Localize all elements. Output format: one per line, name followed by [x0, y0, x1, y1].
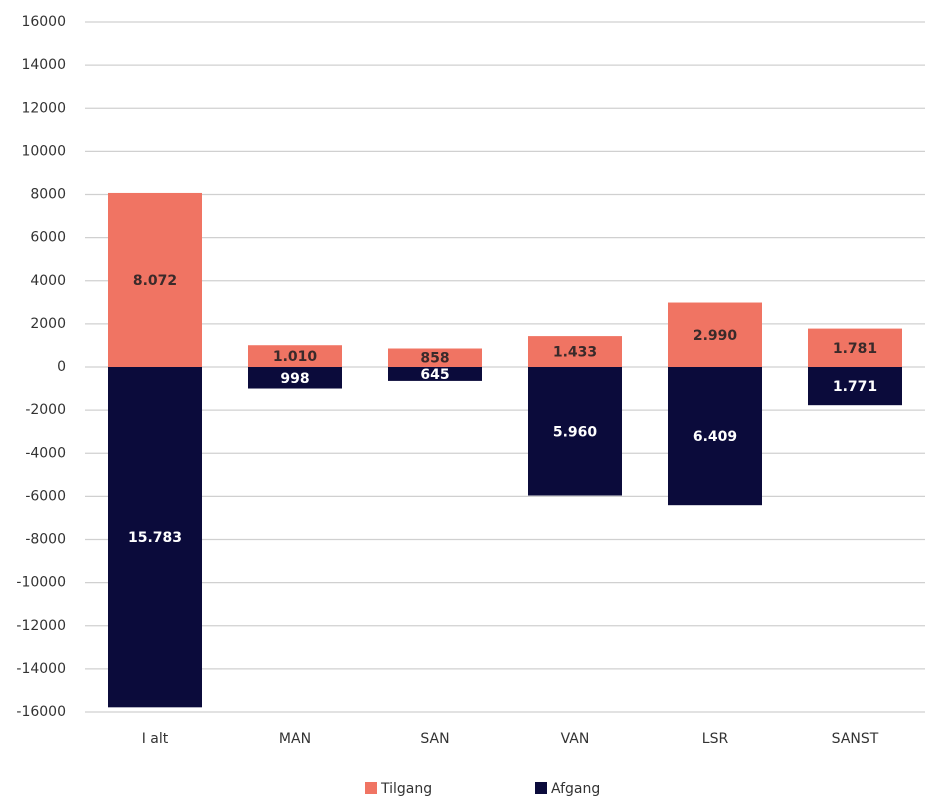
y-tick-label: 14000: [21, 57, 66, 73]
y-tick-label: 0: [57, 359, 66, 375]
data-label: 1.781: [833, 341, 877, 357]
data-label: 1.771: [833, 379, 877, 395]
y-tick-label: 8000: [30, 187, 66, 203]
y-tick-label: -14000: [16, 661, 66, 677]
y-tick-label: -6000: [25, 488, 66, 504]
y-tick-label: -16000: [16, 704, 66, 720]
y-tick-label: 6000: [30, 230, 66, 246]
y-tick-label: -4000: [25, 445, 66, 461]
data-label: 998: [280, 371, 309, 387]
x-tick-label: MAN: [279, 731, 311, 747]
bar: [668, 302, 762, 367]
bar: [808, 328, 902, 367]
y-tick-label: -10000: [16, 575, 66, 591]
y-tick-label: -2000: [25, 402, 66, 418]
bar: [388, 348, 482, 367]
bar: [108, 192, 202, 367]
y-tick-label: 10000: [21, 143, 66, 159]
x-tick-label: SANST: [832, 731, 879, 747]
y-tick-label: -8000: [25, 532, 66, 548]
x-tick-label: I alt: [142, 731, 169, 747]
bar: [248, 345, 342, 367]
legend-label: Tilgang: [380, 781, 432, 797]
bar: [388, 367, 482, 381]
data-label: 858: [420, 351, 449, 367]
bar: [668, 367, 762, 506]
x-tick-label: VAN: [561, 731, 590, 747]
y-tick-label: 2000: [30, 316, 66, 332]
data-label: 1.433: [553, 345, 597, 361]
data-label: 1.010: [273, 349, 318, 365]
legend-swatch: [365, 782, 377, 794]
data-label: 8.072: [133, 273, 177, 289]
y-tick-label: 4000: [30, 273, 66, 289]
y-tick-label: 16000: [21, 14, 66, 30]
y-tick-label: 12000: [21, 100, 66, 116]
data-label: 2.990: [693, 328, 738, 344]
x-tick-label: LSR: [702, 731, 729, 747]
bar: [528, 336, 622, 367]
legend-swatch: [535, 782, 547, 794]
bar: [808, 367, 902, 406]
bar: [528, 367, 622, 496]
y-tick-label: -12000: [16, 618, 66, 634]
x-tick-label: SAN: [420, 731, 449, 747]
legend-label: Afgang: [551, 781, 600, 797]
bar: [248, 367, 342, 389]
data-label: 645: [420, 367, 449, 383]
data-label: 6.409: [693, 429, 737, 445]
data-label: 15.783: [128, 530, 182, 546]
data-label: 5.960: [553, 424, 598, 440]
bar: [108, 367, 202, 708]
